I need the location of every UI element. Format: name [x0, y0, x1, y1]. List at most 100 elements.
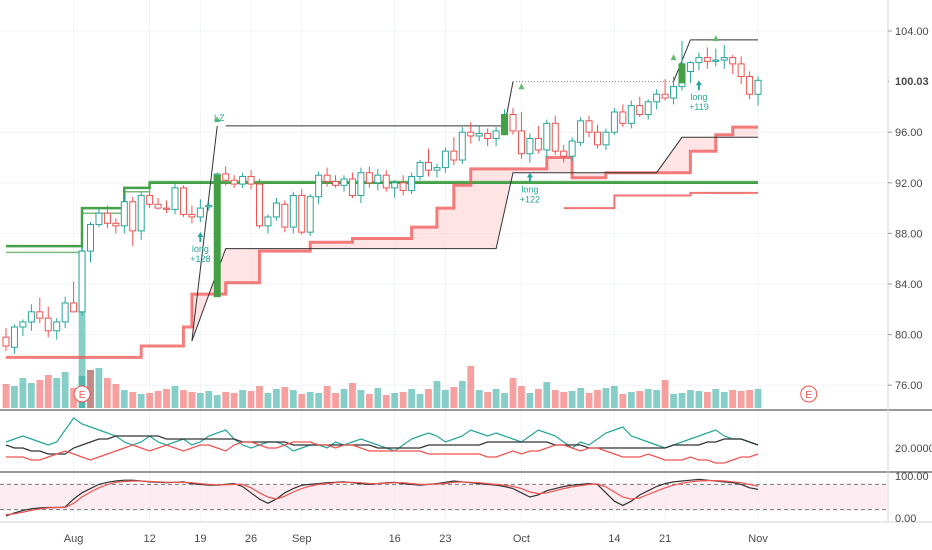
volume-bar — [87, 370, 94, 408]
volume-bar — [365, 394, 373, 408]
candle-body — [526, 138, 534, 155]
volume-bar — [104, 378, 111, 408]
triangle-up-icon — [214, 116, 221, 123]
candle-body — [391, 182, 399, 189]
volume-bar — [112, 384, 120, 408]
candle-body — [365, 172, 373, 184]
volume-bar — [416, 394, 424, 408]
candle-body — [568, 140, 576, 157]
volume-bar — [61, 372, 69, 408]
signal-value: +128 — [190, 254, 210, 264]
candle-body — [729, 57, 737, 65]
volume-bar — [619, 394, 627, 408]
volume-bar — [509, 378, 517, 408]
candle-body — [475, 132, 483, 137]
time-tick-label: 16 — [389, 533, 401, 545]
stop-fill-area — [191, 127, 758, 341]
volume-bar — [137, 394, 145, 408]
earnings-icon[interactable] — [800, 385, 818, 403]
candle-body — [408, 175, 416, 191]
volume-bar — [154, 391, 162, 408]
price-tick-label: 76.00 — [895, 380, 923, 392]
time-tick-label: 12 — [144, 533, 156, 545]
candle-body — [619, 111, 627, 124]
earnings-label: E — [805, 390, 812, 401]
candle-body — [315, 174, 323, 198]
volume-bar — [340, 389, 348, 408]
volume-bar — [256, 386, 263, 408]
candle-body — [374, 174, 382, 184]
candle-body — [19, 321, 27, 328]
candle-body — [670, 86, 678, 99]
candle-body — [196, 207, 204, 218]
candle-body — [357, 172, 365, 196]
volume-bar — [323, 386, 331, 408]
time-axis[interactable]: Aug 12 19 26 Sep 16 23 Oct 14 21 Nov — [64, 533, 769, 545]
candle-body — [703, 57, 711, 62]
candle-body — [298, 194, 306, 233]
candle-body — [154, 203, 162, 209]
candle-body — [450, 150, 458, 161]
candle-body — [458, 131, 466, 161]
volume-bar — [442, 390, 449, 408]
candle-body — [543, 122, 551, 151]
volume-bar — [44, 375, 52, 408]
candle-body — [171, 187, 179, 210]
candle-body — [137, 194, 145, 232]
long-arrow-icon — [197, 232, 204, 243]
volume-bar — [484, 392, 492, 408]
volume-bar — [687, 390, 694, 408]
volume-bar — [712, 389, 720, 408]
volume-bar — [332, 393, 339, 408]
candle-body — [179, 187, 187, 215]
candle-body — [602, 131, 610, 146]
price-tick-label: 84.00 — [895, 279, 923, 291]
long-arrow-icon — [526, 172, 533, 183]
earnings-icon[interactable] — [73, 385, 91, 403]
time-tick-label: Sep — [292, 533, 312, 545]
volume-bar — [737, 391, 745, 408]
volume-bar — [577, 388, 584, 408]
candle-body — [610, 111, 618, 133]
volume-bar — [19, 378, 27, 408]
volume-bar — [594, 390, 601, 408]
osc2-red-line — [5, 480, 759, 516]
candle-body — [720, 57, 728, 61]
stop-fill-polygon — [191, 127, 758, 341]
candle-body — [230, 179, 238, 185]
volume-bar — [560, 392, 568, 408]
volume-bar — [273, 389, 280, 408]
spike-line — [191, 125, 218, 341]
price-axis[interactable]: 104.00 100.03 96.00 92.00 88.00 84.00 80.00 76.… — [888, 26, 932, 525]
candle-body — [146, 194, 154, 205]
osc2-axis-bottom: 0.00 — [895, 513, 916, 525]
breakout-bar — [501, 113, 509, 136]
volume-bar — [518, 386, 525, 408]
signal-value: +119 — [689, 102, 709, 112]
volume-bar — [543, 382, 551, 408]
candle-body — [746, 76, 754, 95]
volume-bar — [611, 386, 618, 408]
candle-body — [36, 311, 44, 319]
volume-bar — [678, 393, 686, 408]
volume-bar — [568, 391, 576, 408]
price-tick-label: 96.00 — [895, 127, 923, 139]
candle-body — [129, 201, 137, 232]
volume-bar — [205, 391, 213, 408]
price-tick-label: 80.00 — [895, 330, 923, 342]
candle-body — [205, 205, 213, 208]
volume-bar — [501, 393, 508, 408]
candle-body — [289, 194, 297, 228]
candle-body — [695, 57, 703, 64]
osc2-axis-top: 100.00 — [895, 471, 929, 483]
volume-bar — [534, 389, 542, 408]
candle-body — [239, 175, 247, 185]
candle-body — [348, 178, 356, 196]
lower-trail-line — [563, 191, 758, 210]
volume-bar — [315, 393, 323, 408]
volume-bar — [289, 390, 297, 408]
osc1-teal-line — [5, 417, 759, 452]
